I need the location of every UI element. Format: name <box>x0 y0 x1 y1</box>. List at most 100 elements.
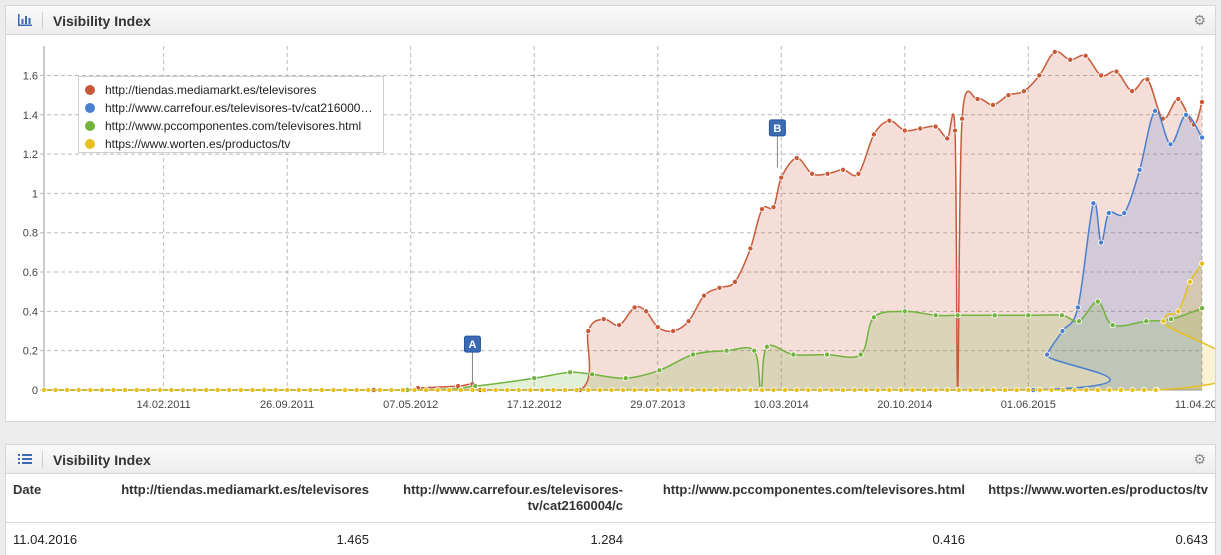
data-point-worten-baseline <box>828 386 835 393</box>
legend-dot-icon <box>85 139 95 149</box>
data-table: Date http://tiendas.mediamarkt.es/televi… <box>6 474 1215 555</box>
data-point-worten-baseline <box>411 386 418 393</box>
column-header-date[interactable]: Date <box>6 474 86 523</box>
legend-label: http://www.pccomponentes.com/televisores… <box>105 119 362 133</box>
table-header-row: Date http://tiendas.mediamarkt.es/televi… <box>6 474 1215 523</box>
data-point-pccomponentes <box>1168 316 1175 323</box>
data-point-worten-baseline <box>886 386 893 393</box>
data-point-worten-baseline <box>897 386 904 393</box>
data-point-pccomponentes <box>763 343 770 350</box>
column-header-carrefour[interactable]: http://www.carrefour.es/televisores-tv/c… <box>376 474 630 523</box>
legend-label: http://www.carrefour.es/televisores-tv/c… <box>105 101 373 115</box>
data-point-worten-baseline <box>573 386 580 393</box>
header-separator <box>42 12 43 29</box>
data-point-worten-baseline <box>608 386 615 393</box>
legend-label: http://tiendas.mediamarkt.es/televisores <box>105 83 317 97</box>
y-tick-label: 1 <box>32 188 38 200</box>
data-point-worten-baseline <box>515 386 522 393</box>
y-tick-label: 0.6 <box>23 267 38 279</box>
data-point-worten-baseline <box>585 386 592 393</box>
y-tick-label: 0.2 <box>23 346 38 358</box>
data-point-mediamarkt <box>1144 76 1151 83</box>
data-point-worten-baseline <box>1129 386 1136 393</box>
data-point-worten-baseline <box>666 386 673 393</box>
data-point-worten-baseline <box>1094 386 1101 393</box>
data-point-worten-baseline <box>469 386 476 393</box>
cell-worten: 0.643 <box>972 522 1215 555</box>
data-point-pccomponentes <box>622 375 629 382</box>
data-point-worten-baseline <box>932 386 939 393</box>
data-point-worten-baseline <box>654 386 661 393</box>
chart-panel-title: Visibility Index <box>53 13 151 29</box>
data-point-worten-baseline <box>1152 386 1159 393</box>
data-point-worten-baseline <box>990 386 997 393</box>
data-point-worten-baseline <box>874 386 881 393</box>
data-point-pccomponentes <box>1076 318 1083 325</box>
data-point-worten-baseline <box>701 386 708 393</box>
data-point-mediamarkt <box>631 304 638 311</box>
cell-pccomponentes: 0.416 <box>630 522 972 555</box>
table-panel-header: Visibility Index ⚙ <box>6 445 1215 474</box>
data-point-worten-baseline <box>978 386 985 393</box>
data-point-worten-baseline <box>284 386 291 393</box>
data-point-worten-baseline <box>1048 386 1055 393</box>
data-point-worten-baseline <box>689 386 696 393</box>
data-point-worten-baseline <box>87 386 94 393</box>
data-point-worten-baseline <box>237 386 244 393</box>
data-point-worten-baseline <box>156 386 163 393</box>
data-point-carrefour <box>1167 141 1174 148</box>
data-point-worten-baseline <box>851 386 858 393</box>
data-point-pccomponentes <box>870 314 877 321</box>
data-point-worten-baseline <box>342 386 349 393</box>
data-point-worten-baseline <box>1036 386 1043 393</box>
data-point-mediamarkt <box>716 284 723 291</box>
data-point-pccomponentes <box>1109 322 1116 329</box>
list-icon <box>18 454 32 464</box>
gear-icon[interactable]: ⚙ <box>1193 451 1206 467</box>
y-tick-label: 0.4 <box>23 306 38 318</box>
data-point-worten-baseline <box>145 386 152 393</box>
data-point-worten-baseline <box>41 386 48 393</box>
gear-icon[interactable]: ⚙ <box>1193 12 1206 28</box>
data-point-mediamarkt <box>1005 92 1012 99</box>
column-header-pccomponentes[interactable]: http://www.pccomponentes.com/televisores… <box>630 474 972 523</box>
chart-panel: Visibility Index ⚙ 0 0.2 0.4 0.6 0.8 1 1.2 1.4 1… <box>5 5 1216 422</box>
data-point-worten-baseline <box>631 386 638 393</box>
annotation-flag <box>463 335 481 353</box>
data-point-worten-baseline <box>1071 386 1078 393</box>
x-tick-label: 29.07.2013 <box>630 399 685 411</box>
data-point-carrefour <box>1199 134 1206 141</box>
data-point-worten-baseline <box>1025 386 1032 393</box>
data-point-mediamarkt <box>901 127 908 134</box>
legend-dot-icon <box>85 121 95 131</box>
data-point-mediamarkt <box>932 123 939 130</box>
data-point-worten-baseline <box>1141 386 1148 393</box>
data-point-mediamarkt <box>747 245 754 252</box>
data-point-worten-baseline <box>261 386 268 393</box>
data-point-mediamarkt <box>793 155 800 162</box>
column-header-mediamarkt[interactable]: http://tiendas.mediamarkt.es/televisores <box>86 474 376 523</box>
data-point-mediamarkt <box>1128 88 1135 95</box>
cell-mediamarkt: 1.465 <box>86 522 376 555</box>
data-point-worten-baseline <box>1106 386 1113 393</box>
data-point-carrefour <box>1090 200 1097 207</box>
annotation-label: B <box>773 123 781 135</box>
data-point-worten-baseline <box>863 386 870 393</box>
data-point-worten-baseline <box>434 386 441 393</box>
table-panel: Visibility Index ⚙ Date http://tiendas.m… <box>5 444 1216 555</box>
data-point-pccomponentes <box>954 312 961 319</box>
data-point-worten-baseline <box>504 386 511 393</box>
data-point-carrefour <box>1183 111 1190 118</box>
data-point-worten-baseline <box>203 386 210 393</box>
data-point-mediamarkt <box>809 170 816 177</box>
x-tick-label: 14.02.2011 <box>137 399 191 411</box>
data-point-worten-baseline <box>724 386 731 393</box>
data-point-worten-baseline <box>52 386 59 393</box>
data-point-worten-baseline <box>770 386 777 393</box>
data-point-worten-baseline <box>620 386 627 393</box>
cell-date: 11.04.2016 <box>6 522 86 555</box>
data-point-worten-baseline <box>191 386 198 393</box>
data-point-worten-baseline <box>481 386 488 393</box>
column-header-worten[interactable]: https://www.worten.es/productos/tv <box>972 474 1215 523</box>
x-tick-label: 17.12.2012 <box>507 399 562 411</box>
